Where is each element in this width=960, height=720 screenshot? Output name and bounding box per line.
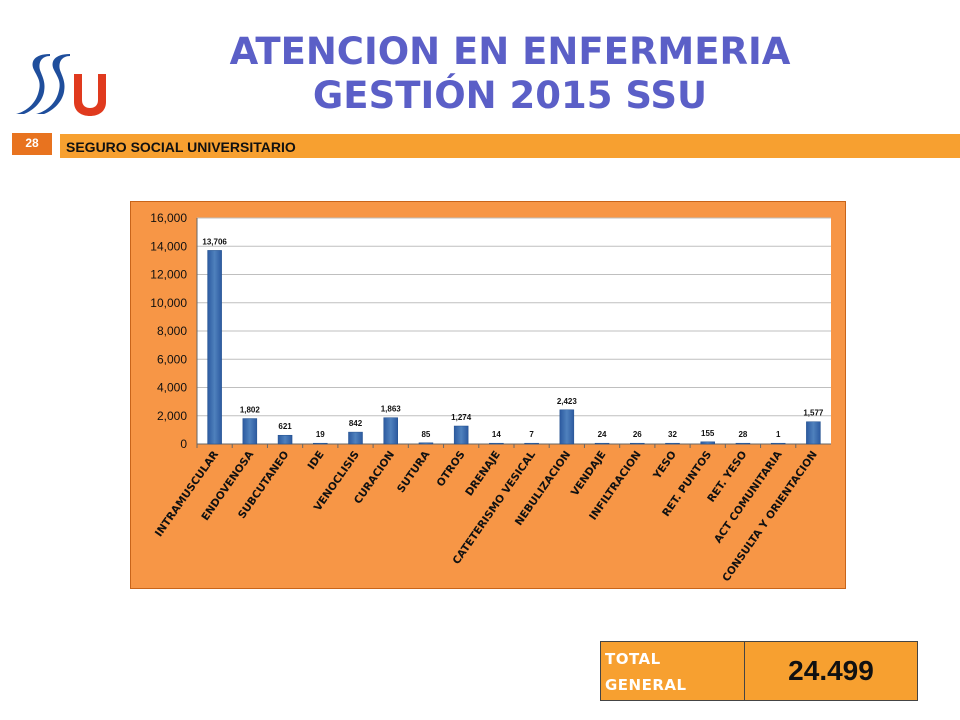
- data-label: 842: [349, 419, 363, 428]
- ssu-logo: [16, 54, 106, 116]
- bar: [770, 442, 786, 445]
- y-tick-label: 2,000: [157, 409, 187, 423]
- data-label: 621: [278, 422, 292, 431]
- y-tick-label: 16,000: [150, 211, 187, 225]
- x-tick-label: OTROS: [434, 449, 467, 489]
- x-tick-label: VENDAJE: [569, 449, 609, 498]
- data-label: 85: [421, 430, 430, 439]
- band-text: SEGURO SOCIAL UNIVERSITARIO: [66, 139, 296, 155]
- y-tick-label: 0: [180, 437, 187, 451]
- x-tick-label: ACT COMUNITARIA: [712, 448, 785, 545]
- bar: [559, 409, 575, 445]
- data-label: 26: [633, 430, 642, 439]
- data-label: 19: [316, 430, 325, 439]
- total-label: TOTAL GENERAL: [601, 642, 745, 700]
- bar: [700, 441, 715, 445]
- y-tick-label: 8,000: [157, 324, 187, 338]
- x-tick-label: INTRAMUSCULAR: [153, 449, 221, 539]
- total-value: 24.499: [745, 642, 917, 700]
- bar: [665, 442, 680, 445]
- bar: [313, 442, 328, 445]
- bar: [207, 250, 222, 445]
- bar: [383, 417, 398, 445]
- data-label: 24: [598, 430, 607, 439]
- slide-title-line2: GESTIÓN 2015 SSU: [312, 74, 708, 117]
- data-label: 32: [668, 430, 677, 439]
- bar: [418, 442, 434, 445]
- y-tick-label: 12,000: [150, 268, 187, 282]
- data-label: 155: [701, 429, 715, 438]
- data-label: 1,802: [240, 406, 261, 415]
- bar: [806, 421, 821, 445]
- data-label: 2,423: [557, 397, 578, 406]
- x-tick-label: DRENAJE: [463, 449, 503, 498]
- chart-frame: 0 2,000 4,000 6,000 8,000 10,000 12,000 14,000 1…: [130, 201, 846, 589]
- data-label: 1,863: [381, 405, 402, 414]
- y-tick-label: 14,000: [150, 239, 187, 253]
- y-tick-label: 6,000: [157, 352, 187, 366]
- x-tick-label: IDE: [306, 449, 327, 472]
- bar: [489, 442, 504, 445]
- y-tick-label: 4,000: [157, 381, 187, 395]
- data-label: 14: [492, 430, 501, 439]
- data-label: 28: [738, 430, 747, 439]
- data-label: 7: [529, 430, 534, 439]
- data-label: 1,274: [451, 413, 472, 422]
- header-band: SEGURO SOCIAL UNIVERSITARIO: [60, 134, 960, 158]
- bar: [735, 442, 751, 445]
- bar: [630, 442, 645, 445]
- data-label: 13,706: [202, 237, 227, 246]
- bar-chart: 0 2,000 4,000 6,000 8,000 10,000 12,000 14,000 1…: [150, 211, 831, 584]
- x-tick-label: SUTURA: [395, 448, 433, 495]
- data-label: 1: [776, 430, 781, 439]
- x-tick-label: YESO: [651, 449, 679, 482]
- y-tick-label: 10,000: [150, 296, 187, 310]
- page-number: 28: [12, 133, 52, 155]
- bar: [594, 442, 610, 445]
- bar: [524, 442, 539, 445]
- bar: [277, 434, 293, 445]
- bar: [348, 431, 363, 445]
- bar: [453, 425, 469, 445]
- total-box: TOTAL GENERAL 24.499: [600, 641, 918, 701]
- slide-title-line1: ATENCION EN ENFERMERIA: [229, 30, 791, 73]
- data-label: 1,577: [803, 409, 824, 418]
- bar: [242, 418, 258, 445]
